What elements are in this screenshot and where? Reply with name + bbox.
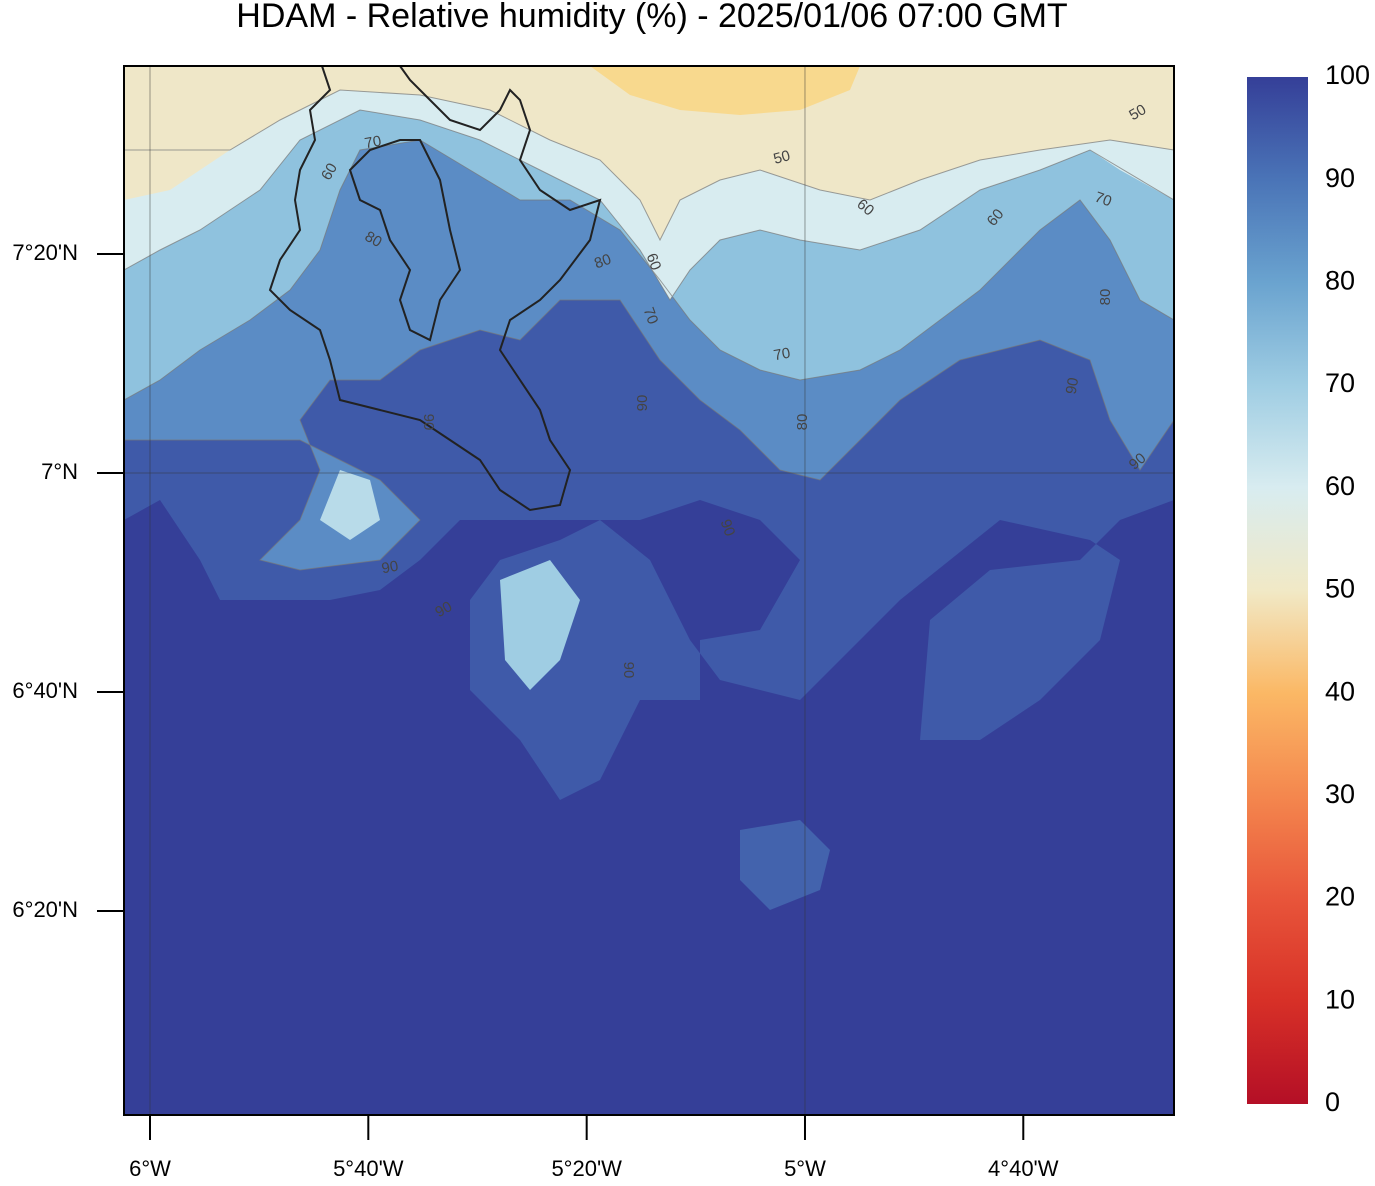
contour-label: 60 xyxy=(643,251,665,272)
x-tick-label: 6°W xyxy=(129,1156,171,1181)
colorbar-tick-label: 0 xyxy=(1325,1087,1340,1117)
contour-label: 50 xyxy=(1126,101,1149,124)
contour-label: 90 xyxy=(1063,376,1083,395)
contour-label: 70 xyxy=(363,133,382,153)
colorbar-tick-label: 50 xyxy=(1325,574,1355,604)
grid xyxy=(124,66,1174,1115)
title: HDAM - Relative humidity (%) - 2025/01/0… xyxy=(236,0,1067,35)
colorbar xyxy=(1247,77,1308,1104)
contour-label: 80 xyxy=(362,228,385,251)
y-tick-label: 6°40'N xyxy=(12,678,78,703)
colorbar-tick-label: 60 xyxy=(1325,471,1355,501)
humidity-field xyxy=(124,66,1174,1115)
colorbar-tick-label: 30 xyxy=(1325,779,1355,809)
contour-label: 90 xyxy=(432,598,455,621)
y-tick-label: 7°20'N xyxy=(12,240,78,265)
contour-label: 70 xyxy=(1092,189,1113,211)
contour-label: 90 xyxy=(420,414,437,431)
contour-label: 90 xyxy=(634,395,651,412)
contour-label: 70 xyxy=(640,305,662,326)
y-tick-label: 7°N xyxy=(41,459,78,484)
colorbar-tick-label: 20 xyxy=(1325,882,1355,912)
colorbar-tick-label: 90 xyxy=(1325,163,1355,193)
colorbar-tick-label: 70 xyxy=(1325,368,1355,398)
coastline xyxy=(268,65,602,512)
plot-frame xyxy=(123,65,1175,1116)
contour-label: 50 xyxy=(772,147,793,168)
x-tick-label: 5°W xyxy=(784,1156,826,1181)
contour-label: 80 xyxy=(794,414,811,431)
colorbar-tick-label: 40 xyxy=(1325,676,1355,706)
colorbar-tick-label: 100 xyxy=(1325,60,1370,90)
contour-label: 90 xyxy=(380,558,399,578)
contour-label: 80 xyxy=(1097,289,1114,306)
x-tick-label: 5°40'W xyxy=(333,1156,404,1181)
colorbar-tick-label: 80 xyxy=(1325,266,1355,296)
contour-label: 70 xyxy=(772,345,791,365)
contour-label: 60 xyxy=(318,160,341,183)
contour-label: 90 xyxy=(717,517,739,538)
contour-label: 90 xyxy=(620,662,637,679)
x-tick-label: 5°20'W xyxy=(551,1156,622,1181)
x-tick-label: 4°40'W xyxy=(988,1156,1059,1181)
contour-label: 80 xyxy=(592,251,613,273)
axes: 6°W 5°40'W 5°20'W 5°W 4°40'W 7°20'N 7°N 6°40'N 6… xyxy=(12,240,1058,1181)
colorbar-ticks: 0 10 20 30 40 50 60 70 80 90 100 xyxy=(1325,60,1370,1117)
y-tick-label: 6°20'N xyxy=(12,897,78,922)
colorbar-tick-label: 10 xyxy=(1325,984,1355,1014)
